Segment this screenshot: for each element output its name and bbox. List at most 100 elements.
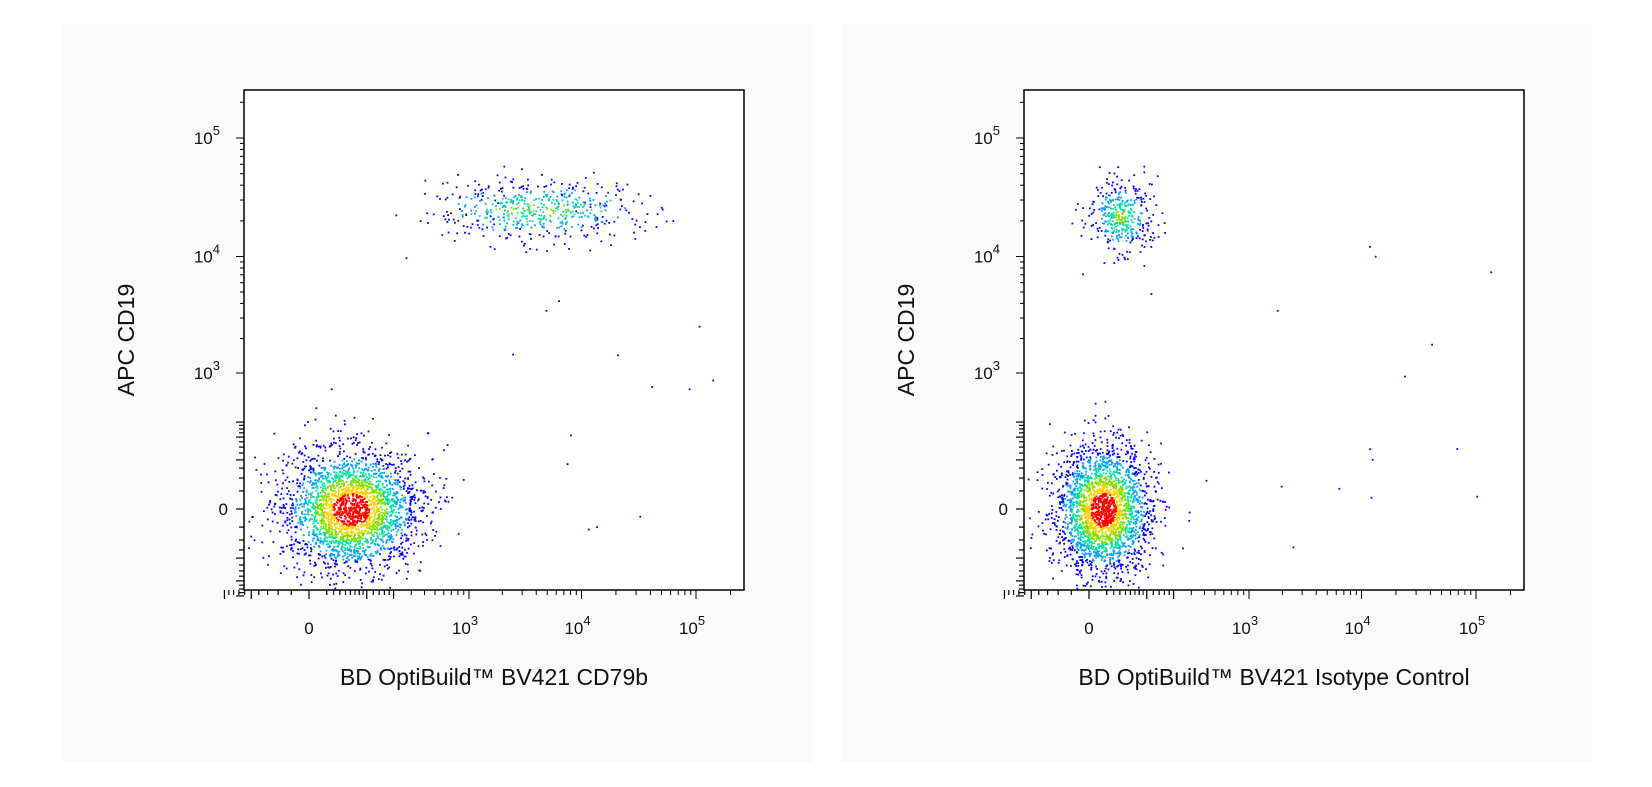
event-dot (357, 512, 359, 515)
event-dot (299, 437, 301, 440)
event-dot (371, 542, 374, 544)
event-dot (370, 531, 373, 533)
event-dot (360, 525, 363, 528)
event-dot (605, 204, 608, 207)
event-dot (447, 500, 450, 503)
event-dot (1137, 479, 1140, 481)
event-dot (334, 537, 336, 540)
event-dot (474, 180, 477, 183)
event-dot (470, 209, 472, 212)
event-dot (266, 518, 269, 521)
event-dot (403, 521, 406, 524)
event-dot (361, 532, 364, 535)
event-dot (366, 507, 369, 509)
event-dot (1130, 529, 1133, 532)
event-dot (688, 388, 691, 391)
event-dot (346, 464, 349, 467)
event-dot (360, 516, 362, 519)
event-dot (1122, 509, 1124, 512)
event-dot (348, 497, 351, 500)
event-dot (317, 471, 320, 474)
event-dot (387, 466, 389, 469)
event-dot (530, 190, 532, 193)
event-dot (360, 488, 363, 491)
event-dot (340, 531, 343, 534)
event-dot (337, 473, 340, 476)
event-dot (549, 219, 552, 222)
event-dot (1120, 531, 1123, 533)
event-dot (1095, 480, 1097, 483)
event-dot (542, 222, 545, 225)
event-dot (329, 554, 331, 557)
event-dot (1126, 523, 1129, 526)
event-dot (538, 234, 541, 236)
event-dot (394, 471, 396, 474)
event-dot (336, 521, 339, 524)
event-dot (311, 491, 314, 494)
event-dot (1120, 578, 1122, 580)
event-dot (634, 238, 637, 240)
event-dot (313, 482, 316, 485)
event-dot (1160, 520, 1162, 523)
event-dot (1087, 511, 1090, 514)
event-dot (304, 516, 306, 519)
event-dot (1097, 469, 1100, 471)
event-dot (414, 502, 417, 504)
event-dot (302, 540, 305, 542)
event-dot (358, 515, 361, 518)
event-dot (325, 497, 328, 499)
event-dot (1097, 514, 1099, 517)
event-dot (350, 480, 352, 483)
event-dot (1079, 484, 1082, 486)
event-dot (1049, 557, 1051, 559)
event-dot (649, 195, 652, 197)
event-dot (568, 183, 571, 186)
event-dot (1127, 520, 1130, 523)
event-dot (1168, 506, 1171, 509)
event-dot (300, 503, 303, 505)
event-dot (337, 569, 340, 572)
event-dot (347, 488, 350, 491)
event-dot (390, 529, 393, 532)
event-dot (1125, 453, 1127, 456)
event-dot (1078, 541, 1080, 544)
event-dot (321, 508, 324, 511)
event-dot (1090, 514, 1093, 517)
event-dot (1109, 562, 1112, 565)
event-dot (1099, 467, 1102, 469)
event-dot (409, 500, 412, 502)
event-dot (1134, 567, 1137, 570)
event-dot (550, 220, 552, 223)
event-dot (1082, 531, 1085, 534)
event-dot (624, 207, 626, 210)
x-tick-label: 103 (452, 613, 478, 638)
event-dot (563, 196, 566, 198)
event-dot (365, 504, 368, 506)
event-dot (308, 531, 310, 534)
event-dot (324, 523, 327, 525)
event-dot (345, 528, 348, 531)
event-dot (1063, 493, 1066, 496)
event-dot (518, 194, 520, 196)
event-dot (411, 498, 413, 500)
event-dot (446, 444, 449, 446)
event-dot (1071, 502, 1074, 505)
event-dot (1109, 527, 1111, 530)
event-dot (1045, 513, 1048, 516)
event-dot (1088, 544, 1091, 547)
event-dot (361, 543, 364, 546)
event-dot (1093, 525, 1096, 528)
event-dot (457, 532, 460, 535)
event-dot (304, 445, 306, 448)
event-dot (360, 503, 363, 506)
event-dot (599, 202, 601, 205)
event-dot (618, 190, 621, 192)
event-dot (1115, 491, 1117, 494)
event-dot (327, 485, 330, 488)
event-dot (1148, 523, 1150, 526)
event-dot (362, 533, 364, 536)
event-dot (1127, 571, 1130, 574)
event-dot (538, 197, 540, 200)
event-dot (369, 496, 372, 498)
event-dot (408, 487, 411, 490)
